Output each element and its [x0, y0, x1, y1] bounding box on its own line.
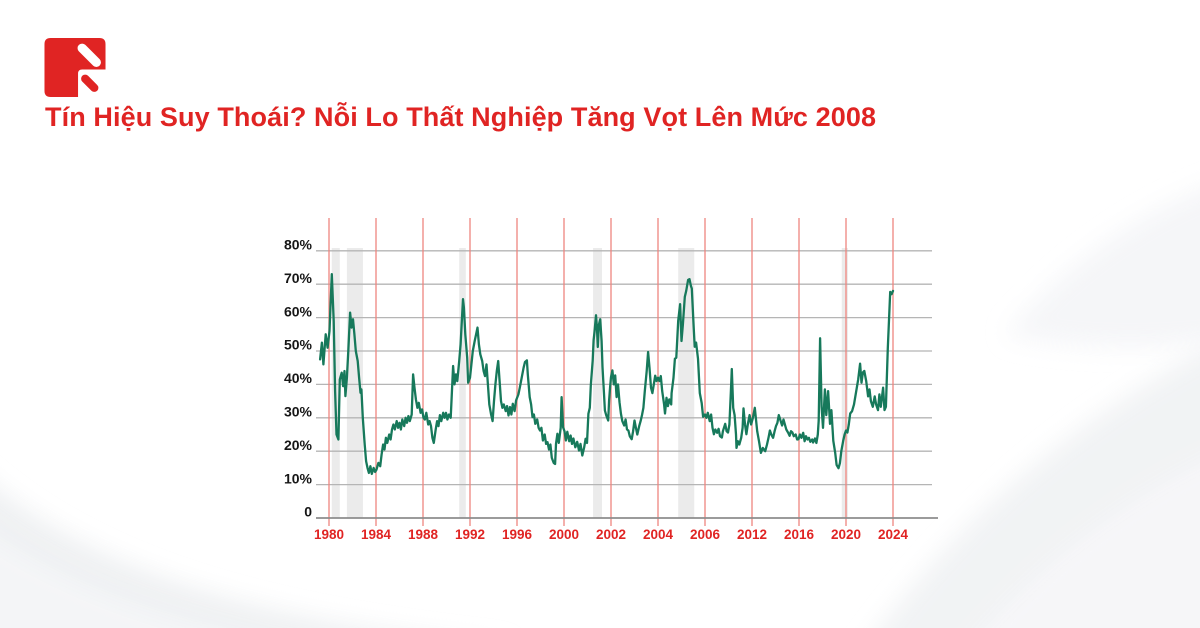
y-tick-label: 80% [284, 237, 313, 253]
series-line [318, 273, 895, 476]
x-tick-label: 2000 [549, 527, 579, 542]
y-tick-label: 40% [284, 370, 313, 386]
swoosh-bottom-left-inner [0, 538, 219, 628]
y-tick-label: 20% [284, 437, 313, 453]
brand-logo [44, 38, 106, 97]
logo-red-dash-icon [81, 74, 99, 92]
y-tick-label: 50% [284, 337, 313, 353]
recession-band [593, 248, 602, 518]
swoosh-right-inner [984, 463, 1200, 628]
logo-white-dash-icon [77, 43, 101, 67]
y-tick-label: 0 [304, 504, 312, 520]
recession-band [841, 248, 848, 518]
y-tick-label: 60% [284, 303, 313, 319]
headline: Tín Hiệu Suy Thoái? Nỗi Lo Thất Nghiệp T… [45, 102, 877, 132]
recession-band [678, 248, 695, 518]
x-tick-label: 1996 [502, 527, 533, 542]
x-tick-label: 2020 [831, 527, 861, 542]
x-tick-label: 2012 [737, 527, 767, 542]
x-tick-label: 2024 [878, 527, 909, 542]
y-tick-label: 10% [284, 470, 313, 486]
x-tick-label: 1980 [314, 527, 344, 542]
y-tick-label: 70% [284, 270, 313, 286]
y-tick-label: 30% [284, 404, 313, 420]
x-tick-label: 1984 [361, 527, 392, 542]
x-tick-label: 1988 [408, 527, 439, 542]
x-tick-label: 2004 [643, 527, 674, 542]
x-tick-label: 2016 [784, 527, 815, 542]
x-tick-label: 2006 [690, 527, 721, 542]
x-tick-label: 2002 [596, 527, 626, 542]
recession-band [459, 248, 466, 518]
x-tick-label: 1992 [455, 527, 485, 542]
swoosh-top-right [1005, 189, 1200, 348]
